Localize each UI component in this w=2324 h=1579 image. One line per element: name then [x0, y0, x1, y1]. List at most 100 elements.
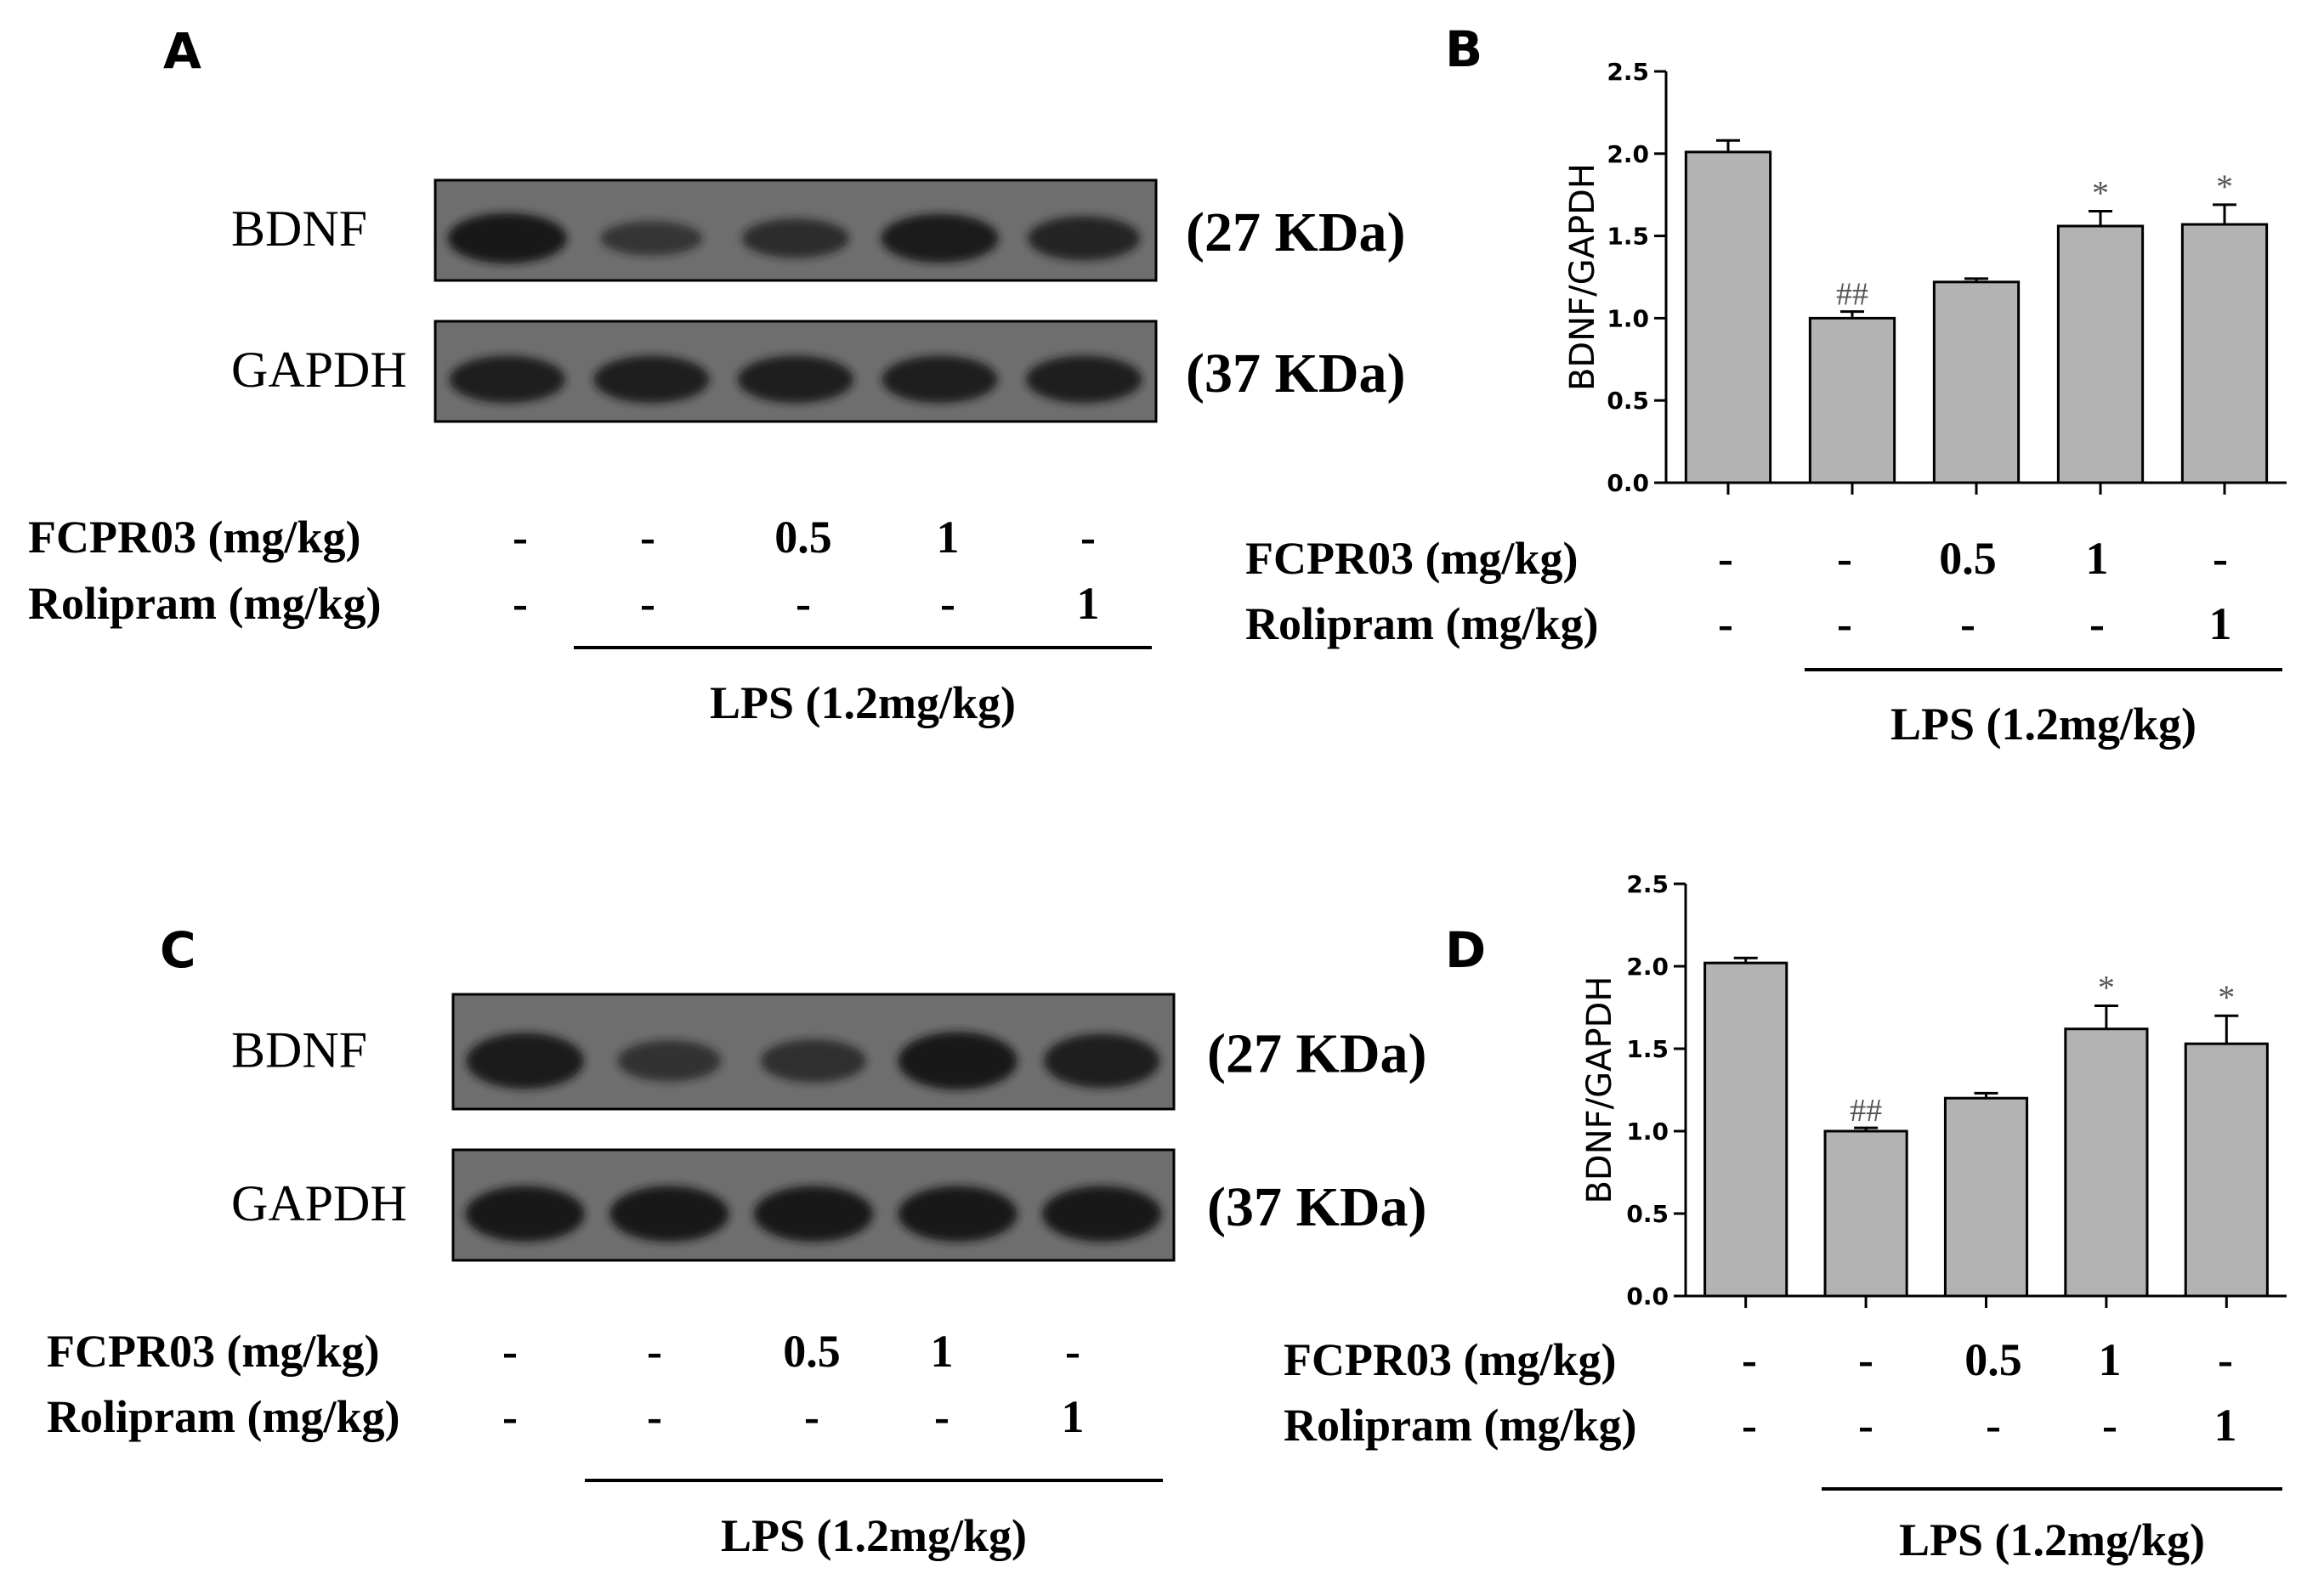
bar-chart-b: B 0.0 0.5 1.0 1.5 2.0 2.5 BDNF/GAPDH ## * * FCPR03 …	[1245, 20, 2287, 750]
blot-band	[465, 1186, 586, 1242]
fcpr03-label: FCPR03 (mg/kg)	[28, 512, 360, 563]
bar	[1943, 1096, 2029, 1298]
lps-label: LPS (1.2mg/kg)	[1899, 1514, 2205, 1565]
fcpr03-value: 1	[931, 1326, 954, 1377]
rolipram-value: -	[1742, 1400, 1757, 1451]
rolipram-value: -	[640, 578, 655, 629]
significance-mark: ##	[1850, 1093, 1882, 1129]
rolipram-label: Rolipram (mg/kg)	[1284, 1400, 1636, 1451]
rolipram-value: 1	[1077, 578, 1100, 629]
rolipram-value: 1	[1062, 1391, 1085, 1442]
molecular-weight-label: (37 KDa)	[1186, 342, 1405, 405]
blot-band	[1028, 216, 1141, 261]
blot-band	[741, 218, 850, 258]
panel-letter: D	[1445, 921, 1486, 979]
blot-band	[466, 1033, 584, 1089]
rolipram-value: -	[1718, 598, 1733, 649]
fcpr03-label: FCPR03 (mg/kg)	[47, 1326, 379, 1377]
fcpr03-value: -	[647, 1326, 662, 1377]
fcpr03-value: -	[1858, 1334, 1873, 1385]
y-tick-label: 0.5	[1626, 1200, 1669, 1228]
blot-band	[753, 1186, 874, 1242]
rolipram-value: -	[1960, 598, 1975, 649]
molecular-weight-label: (37 KDa)	[1207, 1176, 1426, 1238]
fcpr03-value: -	[2213, 533, 2228, 584]
blot-panel-c: C BDNF (27 KDa) GAPDH (37 KDa) FCPR03 (mg/kg)…	[47, 921, 1426, 1561]
blot-band	[593, 355, 710, 404]
y-tick-label: 1.5	[1626, 1035, 1669, 1063]
blot-row-label: BDNF	[231, 201, 367, 257]
panel-letter: A	[163, 22, 201, 80]
fcpr03-value: 0.5	[774, 512, 832, 563]
fcpr03-value: -	[1718, 533, 1733, 584]
fcpr03-value: 0.5	[1964, 1334, 2022, 1385]
blot-band	[1041, 1186, 1162, 1242]
blot-band	[737, 355, 854, 404]
bar	[2180, 223, 2269, 484]
panel-letter: C	[160, 921, 196, 979]
significance-mark: ##	[1836, 277, 1868, 313]
y-tick-label: 1.0	[1607, 304, 1649, 332]
y-axis-label: BDNF/GAPDH	[1580, 976, 1619, 1203]
fcpr03-value: -	[1742, 1334, 1757, 1385]
y-tick-label: 0.0	[1626, 1282, 1669, 1310]
rolipram-value: -	[1837, 598, 1852, 649]
blot-row-label: GAPDH	[231, 1175, 407, 1231]
bar	[2064, 1027, 2149, 1298]
rolipram-value: -	[513, 578, 528, 629]
rolipram-value: -	[1858, 1400, 1873, 1451]
rolipram-value: -	[2089, 598, 2105, 649]
rolipram-value: -	[1986, 1400, 2001, 1451]
rolipram-label: Rolipram (mg/kg)	[47, 1391, 400, 1442]
molecular-weight-label: (27 KDa)	[1207, 1023, 1426, 1085]
rolipram-label: Rolipram (mg/kg)	[28, 578, 381, 629]
rolipram-value: -	[804, 1391, 819, 1442]
bar	[1703, 961, 1788, 1298]
blot-band	[898, 1186, 1017, 1242]
fcpr03-value: 0.5	[783, 1326, 841, 1377]
y-tick-label: 2.0	[1626, 953, 1669, 981]
lps-label: LPS (1.2mg/kg)	[721, 1510, 1027, 1561]
fcpr03-value: 0.5	[1939, 533, 1997, 584]
bar	[1932, 280, 2021, 484]
y-axis-label: BDNF/GAPDH	[1563, 163, 1602, 391]
fcpr03-value: -	[513, 512, 528, 563]
rolipram-value: -	[2102, 1400, 2117, 1451]
fcpr03-value: 1	[2099, 1334, 2122, 1385]
y-tick-label: 1.0	[1626, 1118, 1669, 1146]
bar	[1823, 1129, 1908, 1298]
bar	[1684, 150, 1772, 484]
significance-mark: *	[2216, 167, 2233, 206]
blot-band	[1044, 1033, 1160, 1089]
fcpr03-value: -	[502, 1326, 518, 1377]
rolipram-label: Rolipram (mg/kg)	[1245, 598, 1598, 649]
blot-row-label: GAPDH	[231, 342, 407, 398]
y-tick-label: 0.5	[1607, 387, 1649, 415]
fcpr03-value: -	[640, 512, 655, 563]
significance-mark: *	[2092, 174, 2109, 212]
y-tick-label: 1.5	[1607, 223, 1649, 251]
rolipram-value: -	[647, 1391, 662, 1442]
molecular-weight-label: (27 KDa)	[1186, 201, 1405, 263]
rolipram-value: 1	[2209, 598, 2232, 649]
fcpr03-value: -	[1080, 512, 1096, 563]
rolipram-value: 1	[2214, 1400, 2237, 1451]
rolipram-value: -	[796, 578, 811, 629]
fcpr03-value: -	[2218, 1334, 2233, 1385]
blot-band	[449, 355, 565, 404]
rolipram-value: -	[934, 1391, 949, 1442]
blot-band	[1026, 355, 1142, 404]
y-tick-label: 2.5	[1607, 58, 1649, 86]
y-tick-label: 2.5	[1626, 870, 1669, 898]
bar	[2184, 1042, 2269, 1298]
bar	[1808, 316, 1896, 484]
panel-letter: B	[1445, 20, 1482, 78]
bar-chart-d: D 0.0 0.5 1.0 1.5 2.0 2.5 BDNF/GAPDH ## * * FCPR03 …	[1284, 870, 2287, 1565]
blot-band	[447, 212, 568, 264]
blot-band	[881, 213, 999, 263]
blot-band	[898, 1032, 1017, 1090]
lps-label: LPS (1.2mg/kg)	[1890, 699, 2196, 750]
significance-mark: *	[2098, 969, 2115, 1007]
blot-band	[600, 221, 703, 256]
